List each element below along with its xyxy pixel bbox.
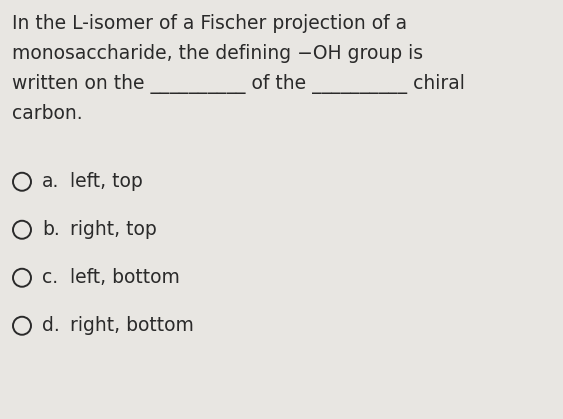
- Text: right, top: right, top: [70, 220, 157, 239]
- Text: right, bottom: right, bottom: [70, 316, 194, 335]
- Text: In the L-isomer of a Fischer projection of a: In the L-isomer of a Fischer projection …: [12, 14, 407, 33]
- Text: monosaccharide, the defining −OH group is: monosaccharide, the defining −OH group i…: [12, 44, 423, 63]
- Text: left, top: left, top: [70, 172, 143, 191]
- Text: written on the __________ of the __________ chiral: written on the __________ of the _______…: [12, 74, 465, 94]
- Text: left, bottom: left, bottom: [70, 268, 180, 287]
- Text: d.: d.: [42, 316, 60, 335]
- Text: carbon.: carbon.: [12, 104, 83, 123]
- Text: a.: a.: [42, 172, 59, 191]
- Text: c.: c.: [42, 268, 58, 287]
- Text: b.: b.: [42, 220, 60, 239]
